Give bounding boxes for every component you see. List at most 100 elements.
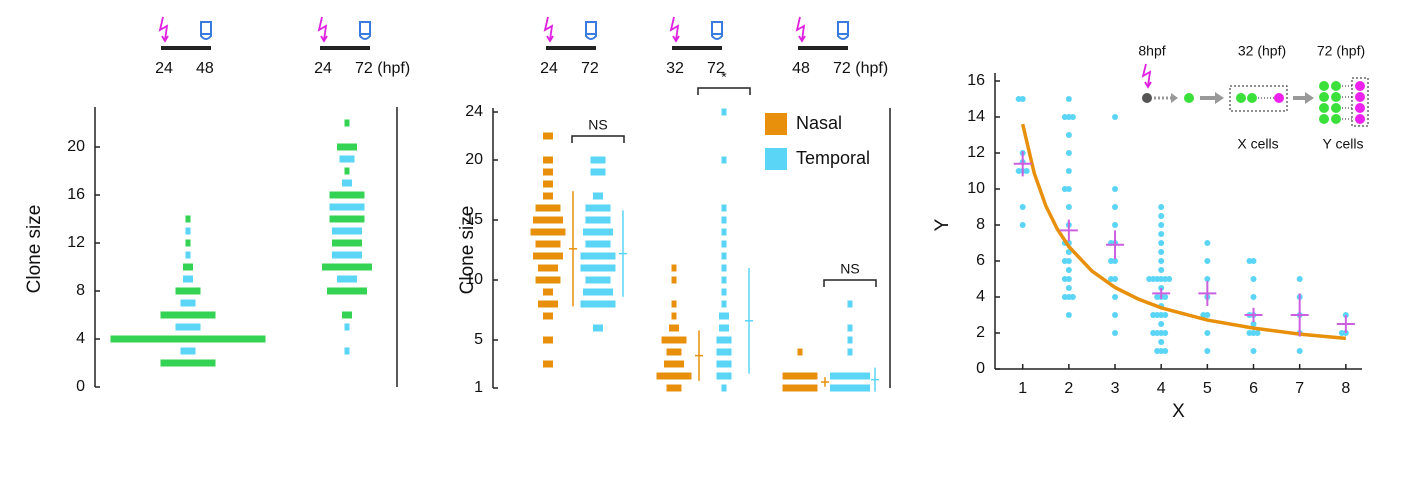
y-tick-label: 1 [474, 379, 483, 396]
cell [1331, 81, 1341, 91]
data-point [1065, 267, 1072, 273]
histogram-bar [110, 335, 266, 343]
timeline-start: 24 [540, 60, 558, 77]
data-point [1158, 321, 1165, 327]
data-point [1112, 186, 1119, 192]
histogram-bar [342, 311, 352, 319]
histogram-bar [721, 288, 727, 296]
histogram-bar [719, 324, 729, 332]
data-point [1065, 132, 1072, 138]
histogram-bar [175, 323, 201, 331]
histogram-bar [535, 240, 561, 248]
histogram-bar [180, 347, 196, 355]
timeline-end: 72 (hpf) [355, 60, 410, 77]
data-point [1204, 348, 1211, 354]
histogram-bar [721, 204, 727, 212]
histogram-bar [721, 384, 727, 392]
data-point [1158, 240, 1165, 246]
cell [1319, 114, 1329, 124]
cell [1247, 93, 1257, 103]
histogram-bar [590, 168, 606, 176]
histogram-bar [664, 360, 684, 368]
histogram-bar [666, 348, 682, 356]
histogram-bar [332, 227, 362, 235]
histogram-bar [543, 132, 553, 140]
histogram-bar [797, 348, 803, 356]
cell [1355, 114, 1365, 124]
histogram-bar [160, 311, 216, 319]
data-point [1250, 348, 1257, 354]
x-tick-label: 6 [1249, 380, 1258, 397]
data-point [1069, 114, 1076, 120]
y-tick-label: 6 [976, 252, 985, 269]
data-point [1112, 330, 1119, 336]
y-tick-label: 4 [76, 330, 85, 347]
histogram-bar [583, 288, 613, 296]
legend-label: Nasal [796, 113, 842, 133]
cell [1331, 114, 1341, 124]
histogram-bar [830, 372, 870, 380]
timeline-start: 24 [314, 60, 332, 77]
lightning-icon [1141, 63, 1152, 89]
data-point [1154, 348, 1161, 354]
data-point [1162, 294, 1169, 300]
significance-bracket [571, 135, 625, 143]
x-tick-label: 8 [1341, 380, 1350, 397]
timeline-end: 72 (hpf) [833, 60, 888, 77]
data-point [1019, 222, 1026, 228]
histogram-bar [342, 179, 352, 187]
tube-icon [711, 21, 723, 40]
data-point [1246, 258, 1253, 264]
histogram-bar [339, 155, 355, 163]
significance-bracket [697, 87, 751, 95]
histogram-bar [590, 156, 606, 164]
histogram-bar [344, 167, 350, 175]
y-tick-label: 20 [465, 151, 483, 168]
histogram-bar [847, 348, 853, 356]
lightning-icon [669, 16, 680, 43]
cell [1184, 93, 1194, 103]
y-tick-label: 0 [976, 360, 985, 377]
histogram-bar [671, 312, 677, 320]
histogram-bar [671, 276, 677, 284]
data-point [1158, 258, 1165, 264]
inset-label: X cells [1237, 136, 1278, 152]
x-tick-label: 4 [1157, 380, 1166, 397]
data-point [1158, 231, 1165, 237]
data-point [1061, 186, 1068, 192]
y-tick-label: 5 [474, 331, 483, 348]
histogram-bar [543, 288, 553, 296]
data-point [1023, 168, 1030, 174]
data-point [1015, 96, 1022, 102]
y-tick-label: 12 [967, 144, 985, 161]
data-point [1065, 150, 1072, 156]
data-point [1204, 258, 1211, 264]
histogram-bar [543, 168, 553, 176]
significance-bracket [823, 279, 877, 287]
data-point [1296, 348, 1303, 354]
histogram-bar [337, 143, 357, 151]
lightning-icon [795, 16, 806, 43]
histogram-bar [580, 252, 616, 260]
cell [1331, 92, 1341, 102]
y-tick-label: 20 [67, 138, 85, 155]
legend-label: Temporal [796, 148, 870, 168]
data-point [1112, 294, 1119, 300]
histogram-bar [721, 156, 727, 164]
data-point [1061, 276, 1068, 282]
data-point [1200, 312, 1207, 318]
x-tick-label: 5 [1203, 380, 1212, 397]
lightning-icon [317, 16, 328, 43]
histogram-bar [322, 263, 372, 271]
arrow-head [1171, 93, 1178, 103]
data-point [1061, 294, 1068, 300]
data-point [1112, 312, 1119, 318]
histogram-bar [583, 228, 613, 236]
lineage-inset: 8hpf 32 (hpf) 72 (hpf) X cells Y cells [1138, 43, 1369, 152]
data-point [1158, 339, 1165, 345]
histogram-bar [721, 252, 727, 260]
histogram-bar [666, 384, 682, 392]
cell [1236, 93, 1246, 103]
